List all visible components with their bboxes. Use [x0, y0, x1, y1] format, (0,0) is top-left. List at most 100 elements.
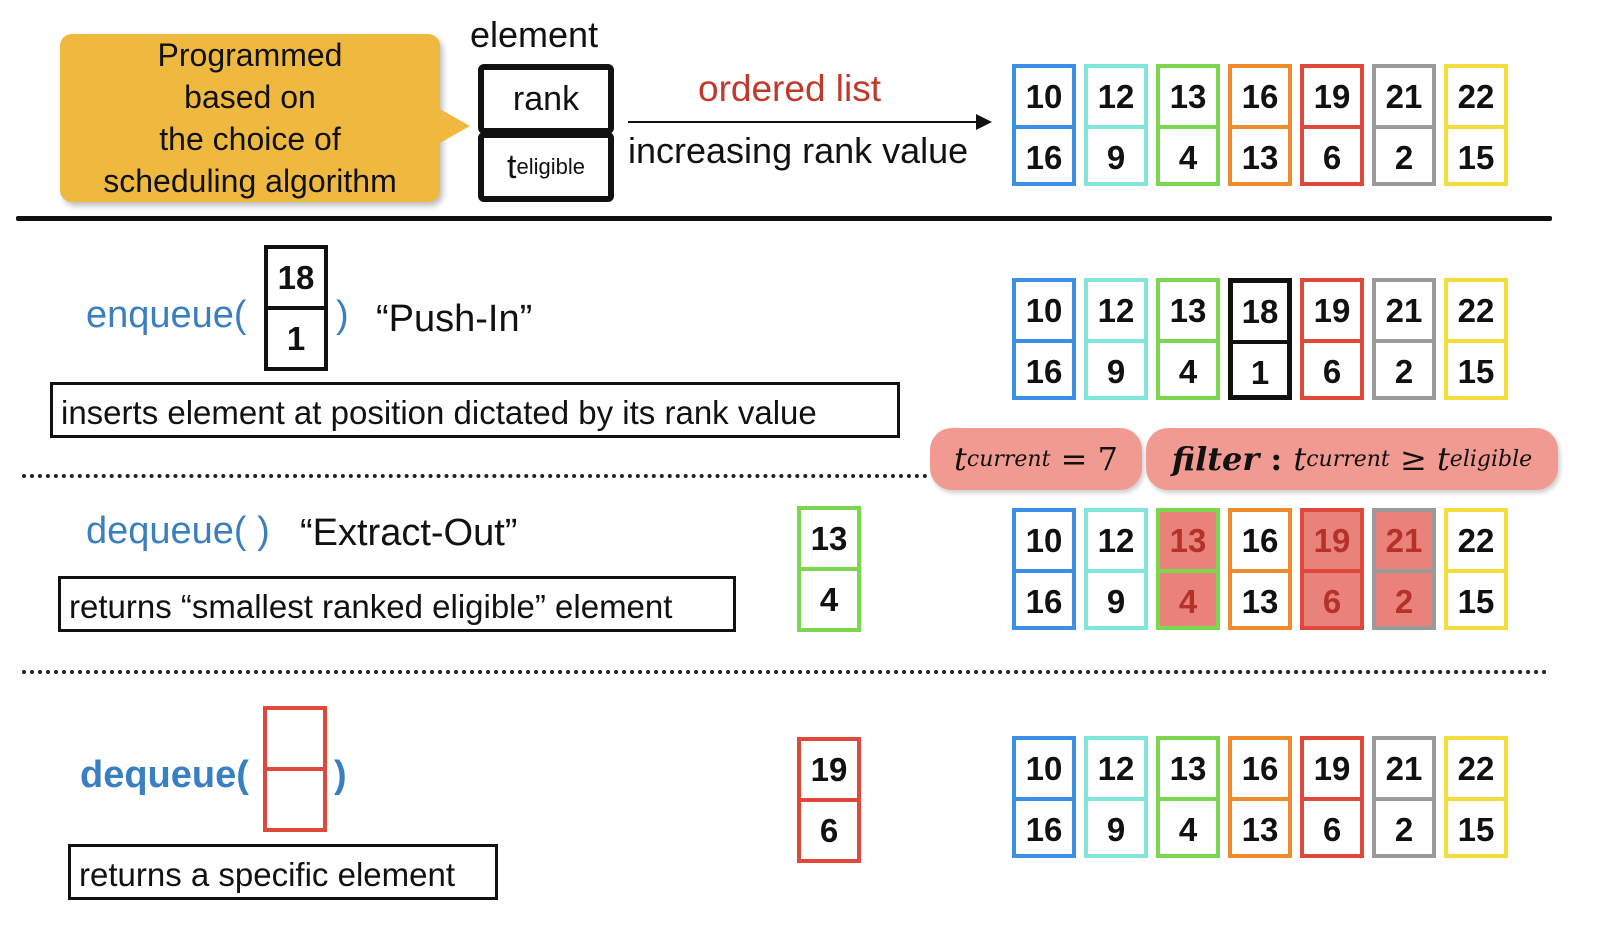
- filter-colon: :: [1259, 440, 1294, 478]
- list-element-t: 15: [1457, 810, 1495, 848]
- section-divider: [16, 216, 1552, 221]
- current-t-value: = 7: [1050, 440, 1118, 478]
- list-element-t: 2: [1394, 582, 1414, 620]
- list-element: 22 15: [1444, 64, 1508, 186]
- callout-line-4: scheduling algorithm: [103, 163, 397, 199]
- list-element-t: 16: [1025, 138, 1063, 176]
- enqueue-element-rank: 18: [277, 258, 315, 296]
- ordered-list-dequeue-specific: 10 16 12 9 13 4 16 13 19 6 21 2 22 15: [1012, 736, 1516, 858]
- list-element: 19 6: [1300, 508, 1364, 630]
- list-element-rank: 22: [1457, 291, 1495, 329]
- callout-line-1: Programmed: [157, 37, 343, 73]
- list-element: 10 16: [1012, 278, 1076, 400]
- rank-arrow-head-icon: [976, 114, 992, 130]
- list-element-rank: 22: [1457, 77, 1495, 115]
- list-element: 21 2: [1372, 508, 1436, 630]
- list-element-rank: 22: [1457, 521, 1495, 559]
- list-element-t: 13: [1241, 810, 1279, 848]
- list-element-rank: 19: [1313, 77, 1351, 115]
- list-element-t: 4: [1178, 810, 1198, 848]
- ordered-list-enqueue: 10 16 12 9 13 4 18 1 19 6 21 2 22 15: [1012, 278, 1516, 400]
- list-element-t: 4: [1178, 582, 1198, 620]
- list-element: 10 16: [1012, 736, 1076, 858]
- list-element-rank: 21: [1385, 521, 1423, 559]
- dotted-separator-1: [22, 474, 928, 478]
- list-element-rank: 13: [1169, 291, 1207, 329]
- list-element-t: 4: [1178, 352, 1198, 390]
- list-element-rank: 10: [1025, 291, 1063, 329]
- list-element-rank: 10: [1025, 521, 1063, 559]
- filter-t-current: t: [1293, 440, 1307, 478]
- list-element-t: 2: [1394, 352, 1414, 390]
- list-element-rank: 10: [1025, 77, 1063, 115]
- list-element: 10 16: [1012, 64, 1076, 186]
- list-element: 21 2: [1372, 278, 1436, 400]
- list-element-t: 6: [1322, 352, 1342, 390]
- list-element: 13 4: [1156, 736, 1220, 858]
- element-legend-title: element: [470, 14, 599, 55]
- list-element-t: 6: [1322, 138, 1342, 176]
- list-element: 16 13: [1228, 736, 1292, 858]
- list-element-rank: 16: [1241, 77, 1279, 115]
- list-element-t: 2: [1394, 138, 1414, 176]
- list-element: 22 15: [1444, 508, 1508, 630]
- list-element-rank: 19: [1313, 291, 1351, 329]
- enqueue-label: enqueue(: [86, 294, 247, 336]
- dequeue-specific-description: returns a specific element: [68, 844, 498, 900]
- legend-t-eligible-cell: t eligible: [478, 132, 614, 202]
- push-in-label: “Push-In”: [376, 298, 533, 340]
- callout-line-2: based on: [184, 79, 316, 115]
- list-element: 13 4: [1156, 508, 1220, 630]
- dequeue-result-element: 13 4: [797, 506, 861, 632]
- list-element: 22 15: [1444, 736, 1508, 858]
- list-element-rank: 18: [1241, 292, 1279, 330]
- list-element-t: 15: [1457, 352, 1495, 390]
- dequeue-result-t: 4: [819, 580, 839, 618]
- algorithm-callout: Programmed based on the choice of schedu…: [60, 34, 440, 202]
- list-element-rank: 16: [1241, 749, 1279, 787]
- list-element-t: 16: [1025, 352, 1063, 390]
- list-element-rank: 22: [1457, 749, 1495, 787]
- list-element: 13 4: [1156, 64, 1220, 186]
- list-element-t: 13: [1241, 582, 1279, 620]
- current-t-sub: current: [966, 446, 1051, 472]
- dequeue-result-rank: 13: [810, 519, 848, 557]
- increasing-rank-label: increasing rank value: [628, 130, 969, 171]
- list-element-rank: 21: [1385, 77, 1423, 115]
- list-element-t: 16: [1025, 582, 1063, 620]
- dequeue-specific-label: dequeue(: [80, 754, 249, 796]
- list-element-t: 9: [1106, 582, 1126, 620]
- list-element-t: 9: [1106, 352, 1126, 390]
- current-time-pill: t current = 7: [930, 428, 1142, 490]
- list-element: 10 16: [1012, 508, 1076, 630]
- list-element-rank: 12: [1097, 749, 1135, 787]
- ordered-list-top: 10 16 12 9 13 4 16 13 19 6 21 2 22 15: [1012, 64, 1516, 186]
- list-element-t: 1: [1250, 353, 1270, 391]
- list-element-rank: 19: [1313, 749, 1351, 787]
- list-element: 12 9: [1084, 736, 1148, 858]
- list-element-rank: 19: [1313, 521, 1351, 559]
- callout-line-3: the choice of: [159, 121, 341, 157]
- list-element-t: 15: [1457, 582, 1495, 620]
- dequeue-specific-empty-element: [263, 706, 327, 832]
- list-element: 21 2: [1372, 64, 1436, 186]
- list-element-t: 9: [1106, 810, 1126, 848]
- list-element-rank: 16: [1241, 521, 1279, 559]
- list-element: 16 13: [1228, 508, 1292, 630]
- list-element-t: 6: [1322, 810, 1342, 848]
- list-element: 12 9: [1084, 508, 1148, 630]
- list-element: 12 9: [1084, 64, 1148, 186]
- list-element: 13 4: [1156, 278, 1220, 400]
- list-element-t: 4: [1178, 138, 1198, 176]
- list-element-rank: 13: [1169, 749, 1207, 787]
- enqueue-element: 18 1: [264, 245, 328, 371]
- list-element-rank: 21: [1385, 749, 1423, 787]
- list-element: 18 1: [1228, 278, 1292, 400]
- dequeue-specific-result-t: 6: [819, 811, 839, 849]
- dotted-separator-2: [22, 670, 1548, 674]
- filter-t-current-sub: current: [1306, 446, 1390, 472]
- list-element: 16 13: [1228, 64, 1292, 186]
- legend-rank-label: rank: [512, 79, 580, 118]
- dequeue-specific-result-element: 19 6: [797, 737, 861, 863]
- callout-pointer: [438, 108, 470, 144]
